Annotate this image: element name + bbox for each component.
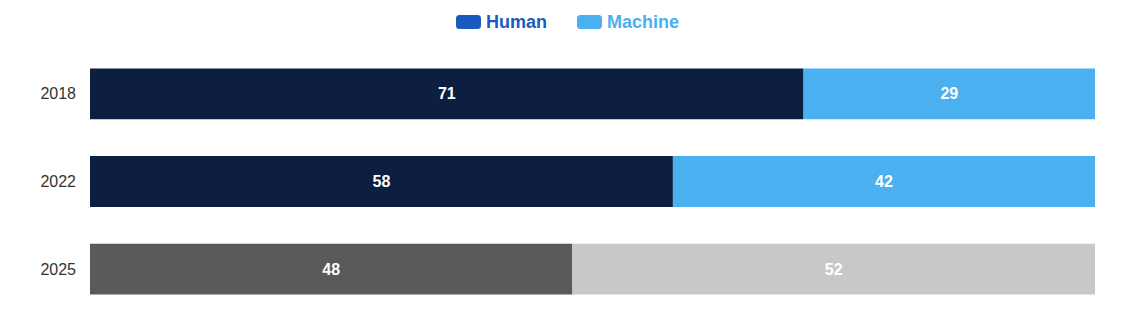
svg-text:58: 58 — [373, 173, 391, 190]
svg-text:29: 29 — [940, 85, 958, 102]
svg-text:2018: 2018 — [40, 85, 76, 102]
svg-text:48: 48 — [322, 261, 340, 278]
svg-text:Human: Human — [486, 12, 547, 32]
svg-text:42: 42 — [875, 173, 893, 190]
svg-text:71: 71 — [438, 85, 456, 102]
svg-text:2022: 2022 — [40, 173, 76, 190]
svg-text:Machine: Machine — [607, 12, 679, 32]
svg-text:52: 52 — [825, 261, 843, 278]
svg-text:2025: 2025 — [40, 261, 76, 278]
